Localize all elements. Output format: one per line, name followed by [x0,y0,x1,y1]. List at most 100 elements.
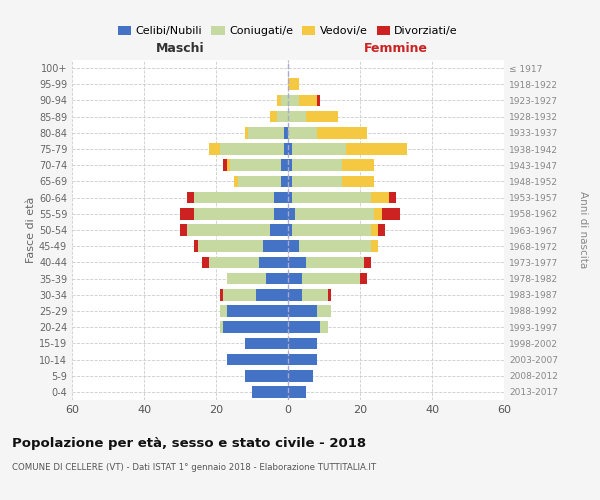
Bar [288,240,371,252]
Bar [248,127,288,138]
Y-axis label: Anni di nascita: Anni di nascita [578,192,587,268]
Bar [288,338,317,349]
Bar [288,370,313,382]
Bar [288,94,320,106]
Bar [288,111,338,122]
Bar [284,143,288,155]
Bar [209,143,288,155]
Bar [281,94,288,106]
Bar [288,338,317,349]
Bar [194,208,288,220]
Bar [180,224,288,236]
Bar [288,192,292,203]
Bar [245,338,288,349]
Bar [288,370,313,382]
Bar [245,370,288,382]
Bar [223,289,288,300]
Bar [288,160,374,171]
Bar [288,127,367,138]
Bar [227,160,288,171]
Bar [180,208,288,220]
Bar [288,240,378,252]
Bar [245,127,288,138]
Bar [259,256,288,268]
Bar [245,370,288,382]
Bar [288,305,317,317]
Bar [194,192,288,203]
Text: Femmine: Femmine [364,42,428,55]
Bar [288,386,306,398]
Bar [288,370,313,382]
Bar [245,127,288,138]
Bar [227,305,288,317]
Bar [288,176,374,188]
Y-axis label: Fasce di età: Fasce di età [26,197,36,263]
Bar [288,224,385,236]
Bar [288,208,382,220]
Bar [234,176,288,188]
Bar [202,256,288,268]
Bar [288,272,367,284]
Bar [227,354,288,366]
Bar [281,160,288,171]
Bar [288,111,306,122]
Bar [266,272,288,284]
Bar [288,127,367,138]
Bar [288,208,400,220]
Bar [288,338,317,349]
Bar [288,224,378,236]
Bar [288,305,331,317]
Bar [288,354,317,366]
Bar [288,78,299,90]
Text: Popolazione per età, sesso e stato civile - 2018: Popolazione per età, sesso e stato civil… [12,438,366,450]
Bar [288,78,299,90]
Bar [288,240,299,252]
Bar [288,256,364,268]
Bar [187,192,288,203]
Bar [223,322,288,333]
Bar [288,354,317,366]
Bar [288,240,378,252]
Bar [220,305,288,317]
Bar [270,111,288,122]
Bar [288,160,292,171]
Bar [288,338,317,349]
Bar [274,208,288,220]
Bar [245,338,288,349]
Bar [288,143,407,155]
Bar [288,143,346,155]
Bar [252,386,288,398]
Bar [288,192,371,203]
Bar [281,176,288,188]
Bar [227,354,288,366]
Bar [220,322,288,333]
Bar [223,289,288,300]
Bar [209,256,288,268]
Bar [245,370,288,382]
Bar [252,386,288,398]
Bar [288,322,328,333]
Bar [288,192,396,203]
Bar [198,240,288,252]
Bar [288,305,331,317]
Bar [245,338,288,349]
Bar [209,256,288,268]
Bar [288,176,342,188]
Bar [288,354,317,366]
Bar [194,240,288,252]
Bar [227,272,288,284]
Bar [288,354,317,366]
Bar [288,256,364,268]
Bar [288,111,338,122]
Bar [288,143,407,155]
Bar [234,176,288,188]
Bar [288,272,302,284]
Bar [288,160,342,171]
Bar [288,256,371,268]
Bar [187,224,288,236]
Bar [220,305,288,317]
Bar [263,240,288,252]
Bar [288,322,328,333]
Bar [220,305,288,317]
Bar [277,94,288,106]
